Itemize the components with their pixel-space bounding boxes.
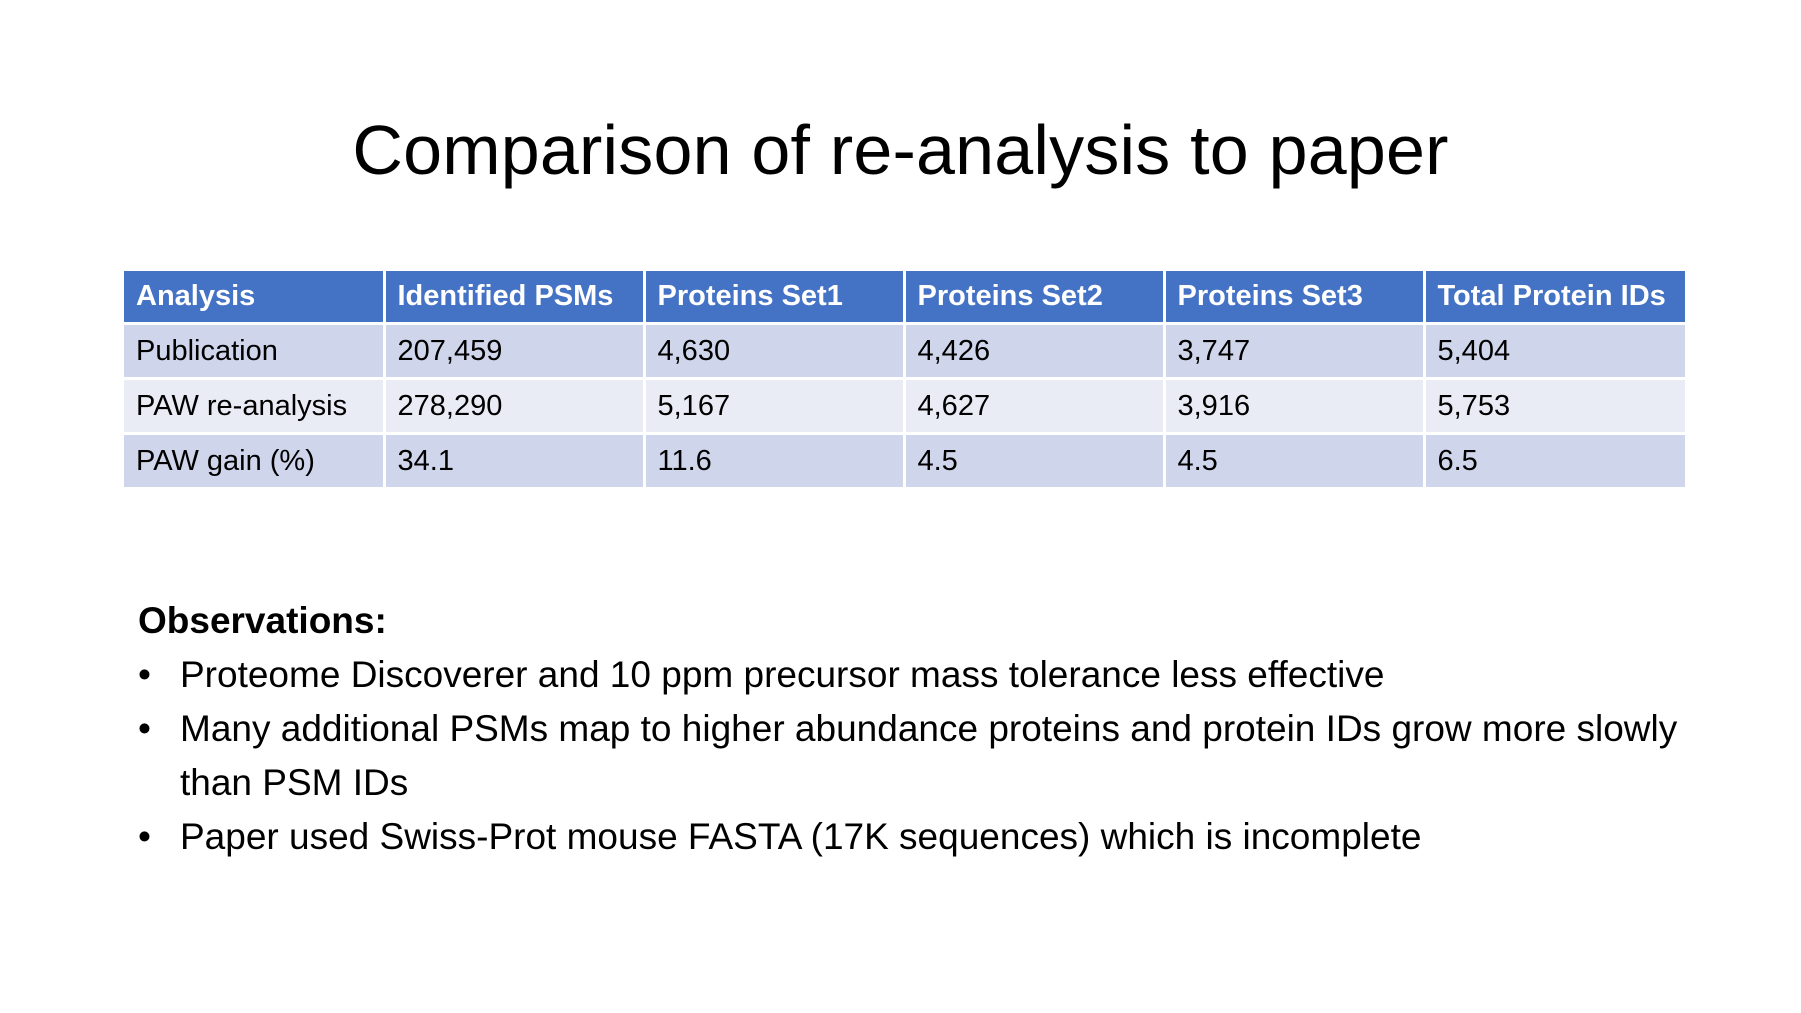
table-cell: 34.1 — [384, 433, 646, 490]
table-cell: 4,426 — [904, 323, 1166, 380]
bullet-icon: • — [138, 816, 151, 857]
observation-text: Proteome Discoverer and 10 ppm precursor… — [180, 654, 1385, 695]
table-row-publication: Publication 207,459 4,630 4,426 3,747 5,… — [124, 323, 1685, 380]
observation-text: Many additional PSMs map to higher abund… — [180, 708, 1678, 803]
table-cell: 11.6 — [644, 433, 906, 490]
table-cell: 5,167 — [644, 378, 906, 435]
table-cell: 4.5 — [1164, 433, 1426, 490]
header-analysis: Analysis — [124, 271, 386, 325]
table-header-row: Analysis Identified PSMs Proteins Set1 P… — [124, 271, 1685, 325]
table-row-paw-gain: PAW gain (%) 34.1 11.6 4.5 4.5 6.5 — [124, 433, 1685, 490]
table-cell: 4,627 — [904, 378, 1166, 435]
table-cell: 3,747 — [1164, 323, 1426, 380]
observation-text: Paper used Swiss-Prot mouse FASTA (17K s… — [180, 816, 1422, 857]
table-cell: PAW re-analysis — [124, 378, 386, 435]
comparison-table-container: Analysis Identified PSMs Proteins Set1 P… — [124, 271, 1685, 490]
bullet-icon: • — [138, 708, 151, 749]
table-cell: 4,630 — [644, 323, 906, 380]
slide-title: Comparison of re-analysis to paper — [352, 111, 1449, 189]
table-cell: 207,459 — [384, 323, 646, 380]
header-total-protein-ids: Total Protein IDs — [1424, 271, 1685, 325]
table-cell: 278,290 — [384, 378, 646, 435]
table-cell: 6.5 — [1424, 433, 1685, 490]
table-cell: 3,916 — [1164, 378, 1426, 435]
bullet-icon: • — [138, 654, 151, 695]
observations-heading: Observations: — [138, 600, 387, 641]
list-item: • Proteome Discoverer and 10 ppm precurs… — [138, 648, 1698, 702]
header-proteins-set1: Proteins Set1 — [644, 271, 906, 325]
observations-list: • Proteome Discoverer and 10 ppm precurs… — [138, 648, 1698, 864]
table-cell: PAW gain (%) — [124, 433, 386, 490]
list-item: • Many additional PSMs map to higher abu… — [138, 702, 1698, 810]
table-cell: 5,404 — [1424, 323, 1685, 380]
table-cell: 5,753 — [1424, 378, 1685, 435]
header-proteins-set3: Proteins Set3 — [1164, 271, 1426, 325]
list-item: • Paper used Swiss-Prot mouse FASTA (17K… — [138, 810, 1698, 864]
comparison-table: Analysis Identified PSMs Proteins Set1 P… — [124, 271, 1685, 490]
table-cell: Publication — [124, 323, 386, 380]
header-proteins-set2: Proteins Set2 — [904, 271, 1166, 325]
header-identified-psms: Identified PSMs — [384, 271, 646, 325]
table-row-paw-reanalysis: PAW re-analysis 278,290 5,167 4,627 3,91… — [124, 378, 1685, 435]
table-cell: 4.5 — [904, 433, 1166, 490]
observations-section: Observations: • Proteome Discoverer and … — [138, 594, 1698, 864]
